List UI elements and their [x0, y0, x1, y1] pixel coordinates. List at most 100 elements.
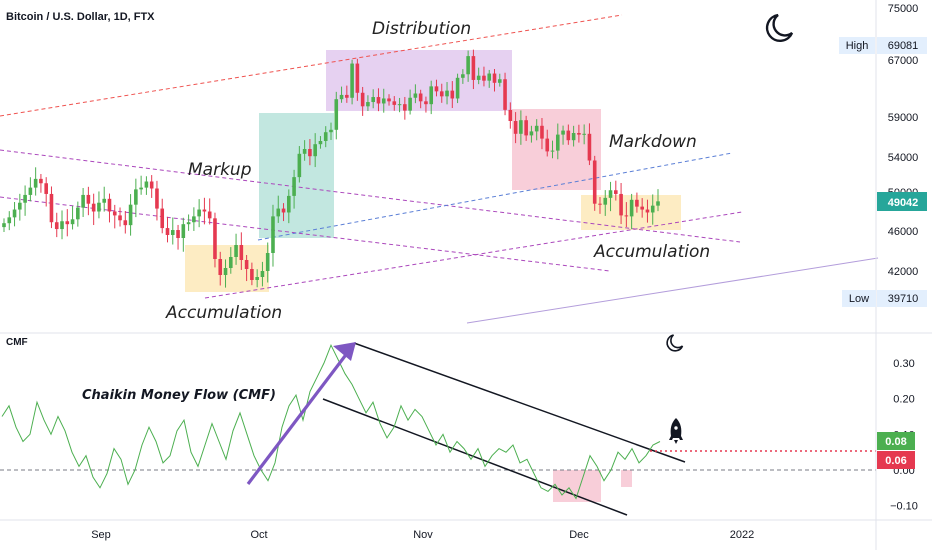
candle-body: [207, 211, 212, 219]
price-tick-label: 75000: [888, 3, 919, 15]
candle-body: [60, 221, 64, 230]
candle-body: [65, 221, 70, 225]
candle-body: [255, 277, 259, 280]
cmf-lower-channel: [322, 398, 628, 516]
price-tick-label: 46000: [888, 226, 919, 238]
descending-line-purple-1: [0, 149, 741, 243]
price-tick-label: 54000: [888, 152, 919, 164]
candle-body: [418, 93, 423, 102]
candle-body: [112, 211, 117, 216]
x-label-oct: Oct: [250, 529, 267, 541]
distribution-label: Distribution: [372, 19, 471, 39]
candle-body: [619, 193, 623, 216]
candle-body: [118, 215, 122, 221]
candle-body: [318, 141, 323, 145]
candle-body: [656, 201, 660, 206]
current-price-badge: [877, 192, 927, 211]
candle-body: [123, 220, 128, 226]
candle-body: [413, 93, 418, 98]
candle-body: [408, 97, 412, 111]
time-axis[interactable]: Sep Oct Nov Dec 2022: [0, 519, 932, 541]
candle-body: [624, 215, 629, 217]
cmf-red-zone-2: [621, 470, 632, 487]
candle-body: [244, 260, 249, 269]
candle-body: [260, 271, 265, 277]
candle-body: [234, 245, 238, 257]
cmf-arrow-head: [333, 342, 356, 361]
candle-body: [497, 79, 502, 83]
candle-body: [223, 268, 228, 275]
upper-channel-red: [0, 14, 623, 117]
candle-body: [376, 97, 381, 104]
candle-body: [313, 144, 317, 157]
candle-body: [650, 205, 655, 213]
price-pane: Accumulation Markup Distribution Markdow…: [0, 11, 879, 324]
candle-body: [450, 90, 455, 99]
candle-body: [128, 204, 133, 226]
candle-body: [540, 125, 544, 139]
candle-body: [281, 208, 286, 213]
candle-body: [392, 101, 397, 105]
cmf-red-value: 0.06: [885, 455, 906, 467]
candle-body: [519, 120, 523, 134]
cmf-breakout-arrow: [246, 351, 350, 485]
candle-body: [139, 187, 143, 190]
candle-body: [228, 257, 233, 268]
x-label-nov: Nov: [413, 529, 433, 541]
candle-body: [18, 202, 22, 210]
candle-body: [297, 153, 302, 178]
candle-body: [371, 97, 375, 103]
candle-body: [334, 99, 339, 130]
candle-body: [33, 178, 38, 188]
candle-body: [134, 189, 138, 205]
candle-body: [471, 56, 476, 80]
candle-body: [7, 217, 12, 224]
candle-body: [381, 98, 386, 104]
cmf-pane-title: CMF: [6, 337, 28, 348]
candle-body: [524, 120, 528, 136]
chart-title: Bitcoin / U.S. Dollar, 1D, FTX: [6, 11, 155, 23]
price-tick-label: 67000: [888, 55, 919, 67]
candle-body: [28, 187, 33, 195]
candle-body: [545, 138, 550, 152]
cmf-tick-label: −0.10: [890, 501, 918, 513]
candle-body: [439, 91, 444, 97]
candle-body: [76, 207, 80, 220]
candle-body: [366, 102, 370, 107]
candle-body: [582, 133, 586, 135]
price-scale[interactable]: 42000460005000054000590006700075000 High…: [839, 0, 927, 550]
candle-body: [424, 101, 428, 105]
candle-body: [587, 133, 592, 161]
candle-body: [218, 259, 223, 275]
cmf-indicator-label: Chaikin Money Flow (CMF): [82, 388, 276, 403]
candle-body: [534, 125, 539, 132]
candle-body: [149, 181, 154, 189]
x-label-2022: 2022: [730, 529, 754, 541]
cmf-green-badge: [877, 432, 915, 450]
candle-body: [292, 177, 296, 196]
low-value-badge: [877, 290, 927, 307]
markdown-label: Markdown: [609, 132, 697, 152]
candle-body: [561, 130, 565, 135]
candle-body: [614, 190, 618, 194]
candle-body: [271, 216, 275, 253]
cmf-scale[interactable]: −0.100.000.100.200.30 0.08 0.06: [877, 358, 918, 513]
candle-body: [12, 209, 17, 218]
rocket-icon: [669, 418, 683, 444]
accumulation-label-2: Accumulation: [593, 242, 710, 262]
candle-body: [44, 183, 48, 194]
candle-body: [192, 216, 196, 223]
low-badge-label: Low: [849, 293, 869, 305]
candle-body: [170, 230, 175, 235]
candle-body: [39, 178, 43, 184]
markup-label: Markup: [188, 160, 252, 180]
candle-body: [513, 121, 518, 134]
candle-body: [70, 219, 75, 225]
candle-body: [23, 194, 27, 203]
candle-body: [360, 92, 365, 107]
candle-body: [197, 209, 201, 217]
accumulation-label-1: Accumulation: [165, 303, 282, 323]
candle-body: [202, 209, 207, 212]
candle-body: [102, 198, 107, 203]
